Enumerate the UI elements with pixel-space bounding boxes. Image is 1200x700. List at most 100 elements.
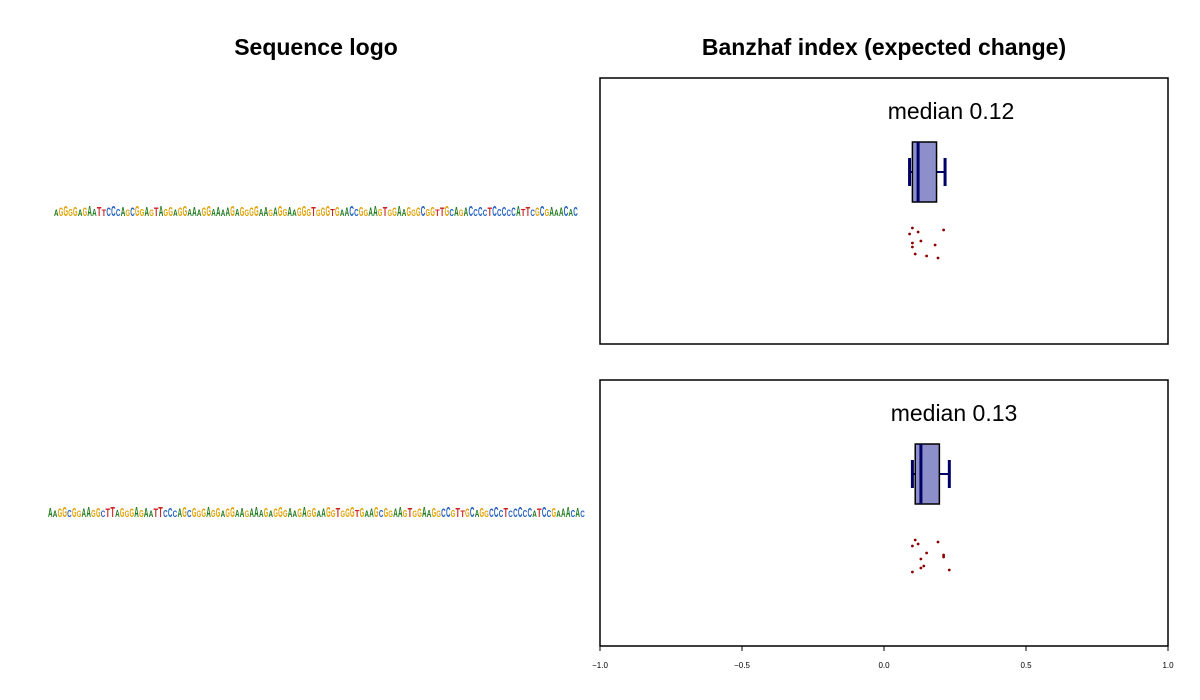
logo-letter: G xyxy=(96,505,101,520)
outlier-point xyxy=(911,226,914,230)
outlier-point xyxy=(942,553,945,557)
logo-letter: A xyxy=(402,208,407,219)
logo-letter: T xyxy=(336,505,341,520)
logo-letter: G xyxy=(202,205,207,219)
logo-letter: A xyxy=(48,505,53,520)
logo-letter: A xyxy=(192,204,197,219)
logo-letter: G xyxy=(545,208,550,219)
logo-letter: G xyxy=(326,204,331,220)
logo-letter: G xyxy=(378,208,383,219)
logo-letter: G xyxy=(297,205,302,219)
logo-letter: G xyxy=(480,505,485,520)
logo-letter: G xyxy=(245,208,250,218)
logo-letter: A xyxy=(321,506,326,520)
logo-letter: A xyxy=(292,208,297,218)
logo-letter: T xyxy=(383,204,388,219)
logo-letter: A xyxy=(53,509,58,519)
logo-letter: C xyxy=(511,205,516,219)
logo-letter: C xyxy=(540,204,545,220)
logo-letter: A xyxy=(561,506,566,520)
outlier-point xyxy=(936,540,940,544)
logo-letter: G xyxy=(302,204,307,220)
logo-letter: A xyxy=(145,204,150,219)
logo-letter: C xyxy=(111,204,116,220)
logo-letter: A xyxy=(427,509,432,520)
logo-letter: A xyxy=(559,205,564,219)
x-axis: −1.0 −0.5 0.0 0.5 1.0 xyxy=(592,646,1174,670)
x-tick-label: 0.5 xyxy=(1020,661,1032,670)
logo-letter: G xyxy=(345,506,350,520)
logo-letter: A xyxy=(86,505,91,521)
logo-letter: A xyxy=(87,204,92,220)
logo-letter: G xyxy=(388,509,393,519)
outlier-point xyxy=(911,245,914,249)
logo-letter: A xyxy=(422,505,427,521)
logo-letter: T xyxy=(154,205,159,219)
logo-letter: G xyxy=(306,208,311,219)
logo-letter: A xyxy=(82,506,87,520)
logo-letter: A xyxy=(54,208,59,218)
logo-letter: C xyxy=(446,505,451,521)
logo-letter: C xyxy=(497,208,502,219)
logo-letter: G xyxy=(459,208,464,218)
logo-letter: A xyxy=(554,208,559,218)
logo-letter: G xyxy=(91,509,96,520)
median-label: median 0.12 xyxy=(888,98,1015,124)
logo-letter: A xyxy=(134,505,139,521)
logo-letter: G xyxy=(416,205,421,219)
logo-letter: G xyxy=(412,509,417,519)
logo-letter: G xyxy=(451,509,456,520)
logo-letter: G xyxy=(68,208,73,219)
outlier-point xyxy=(933,243,937,247)
logo-letter: C xyxy=(523,509,528,520)
logo-letter: A xyxy=(115,509,120,520)
logo-letter: G xyxy=(278,204,283,220)
logo-letter: G xyxy=(201,506,206,520)
outlier-point xyxy=(913,538,917,542)
logo-letter: C xyxy=(470,505,475,521)
logo-letter: C xyxy=(571,509,576,520)
logo-letter: G xyxy=(58,506,63,520)
logo-letter: G xyxy=(211,509,216,520)
logo-letter: C xyxy=(468,204,473,220)
logo-letter: A xyxy=(398,505,403,521)
outlier-point xyxy=(947,568,951,572)
logo-letter: C xyxy=(449,208,454,219)
logo-letter: G xyxy=(183,204,188,220)
outlier-point xyxy=(942,228,945,232)
logo-letter: G xyxy=(432,505,437,520)
logo-letter: C xyxy=(379,509,384,520)
logo-letter: A xyxy=(225,205,230,219)
logo-letter: T xyxy=(330,208,335,219)
outlier-point xyxy=(916,542,920,546)
logo-letter: T xyxy=(521,208,526,219)
logo-letter: G xyxy=(264,505,269,520)
logo-letter: C xyxy=(473,208,478,219)
outlier-point xyxy=(908,232,911,236)
logo-letter: G xyxy=(278,505,283,521)
logo-letter: G xyxy=(245,509,250,519)
logo-letter: C xyxy=(547,509,552,520)
logo-letter: G xyxy=(411,208,416,218)
logo-letter: A xyxy=(173,208,178,218)
logo-letter: A xyxy=(78,208,83,218)
logo-letter: C xyxy=(478,204,483,219)
logo-letter: G xyxy=(403,509,408,520)
logo-letter: G xyxy=(359,204,364,219)
logo-letter: G xyxy=(192,505,197,520)
logo-letter: C xyxy=(421,204,426,220)
logo-letter: G xyxy=(535,205,540,219)
logo-letter: C xyxy=(187,509,192,520)
logo-letter: G xyxy=(77,509,82,519)
logo-letter: A xyxy=(516,204,521,220)
logo-letter: A xyxy=(249,506,254,520)
logo-letter: A xyxy=(454,204,459,219)
logo-letter: A xyxy=(393,506,398,520)
logo-letter: A xyxy=(464,205,469,219)
logo-letter: G xyxy=(335,204,340,219)
logo-letter: G xyxy=(64,204,69,220)
logo-letter: T xyxy=(460,509,465,519)
logo-letter: A xyxy=(269,509,274,519)
